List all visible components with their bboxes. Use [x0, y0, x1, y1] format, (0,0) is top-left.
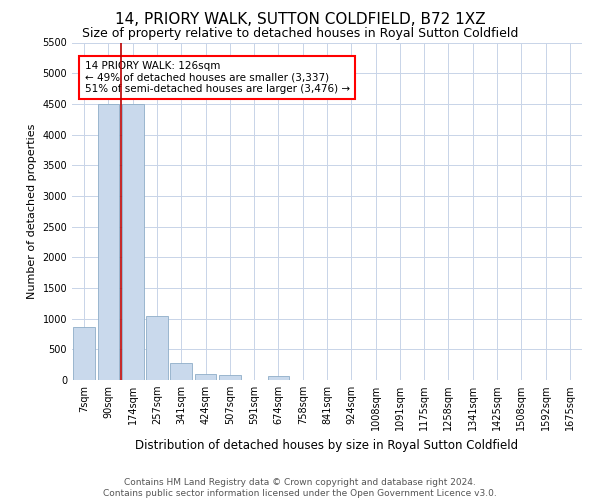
Bar: [194, 374, 217, 380]
Y-axis label: Number of detached properties: Number of detached properties: [27, 124, 37, 299]
Bar: [170, 364, 192, 380]
Bar: [73, 326, 95, 380]
Text: 14 PRIORY WALK: 126sqm
← 49% of detached houses are smaller (3,337)
51% of semi-: 14 PRIORY WALK: 126sqm ← 49% of detached…: [85, 61, 350, 94]
Bar: [268, 376, 289, 380]
Text: 14, PRIORY WALK, SUTTON COLDFIELD, B72 1XZ: 14, PRIORY WALK, SUTTON COLDFIELD, B72 1…: [115, 12, 485, 28]
X-axis label: Distribution of detached houses by size in Royal Sutton Coldfield: Distribution of detached houses by size …: [136, 438, 518, 452]
Bar: [122, 104, 143, 380]
Bar: [97, 104, 119, 380]
Text: Contains HM Land Registry data © Crown copyright and database right 2024.
Contai: Contains HM Land Registry data © Crown c…: [103, 478, 497, 498]
Bar: [146, 316, 168, 380]
Text: Size of property relative to detached houses in Royal Sutton Coldfield: Size of property relative to detached ho…: [82, 28, 518, 40]
Bar: [219, 375, 241, 380]
